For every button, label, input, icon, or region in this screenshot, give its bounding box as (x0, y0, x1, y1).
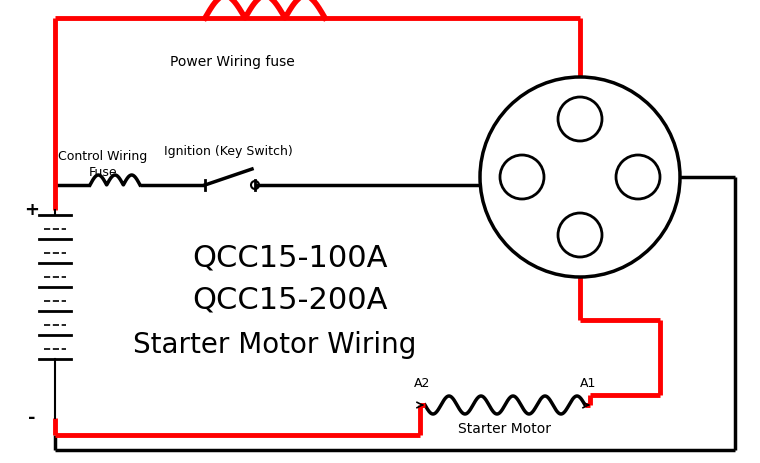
Text: Power Wiring fuse: Power Wiring fuse (169, 55, 294, 69)
Text: Starter Motor: Starter Motor (458, 422, 552, 436)
Circle shape (558, 97, 602, 141)
Text: Starter Motor Wiring: Starter Motor Wiring (133, 331, 416, 359)
Text: Control Wiring
Fuse: Control Wiring Fuse (58, 150, 147, 179)
Circle shape (616, 155, 660, 199)
Text: A1: A1 (580, 377, 596, 390)
Text: -: - (28, 409, 36, 427)
Text: Ignition (Key Switch): Ignition (Key Switch) (163, 145, 293, 158)
Text: QCC15-100A: QCC15-100A (192, 244, 388, 273)
Circle shape (480, 77, 680, 277)
Text: +: + (24, 201, 40, 219)
Circle shape (500, 155, 544, 199)
Circle shape (558, 213, 602, 257)
Text: A2: A2 (413, 377, 430, 390)
Text: QCC15-200A: QCC15-200A (192, 286, 388, 314)
